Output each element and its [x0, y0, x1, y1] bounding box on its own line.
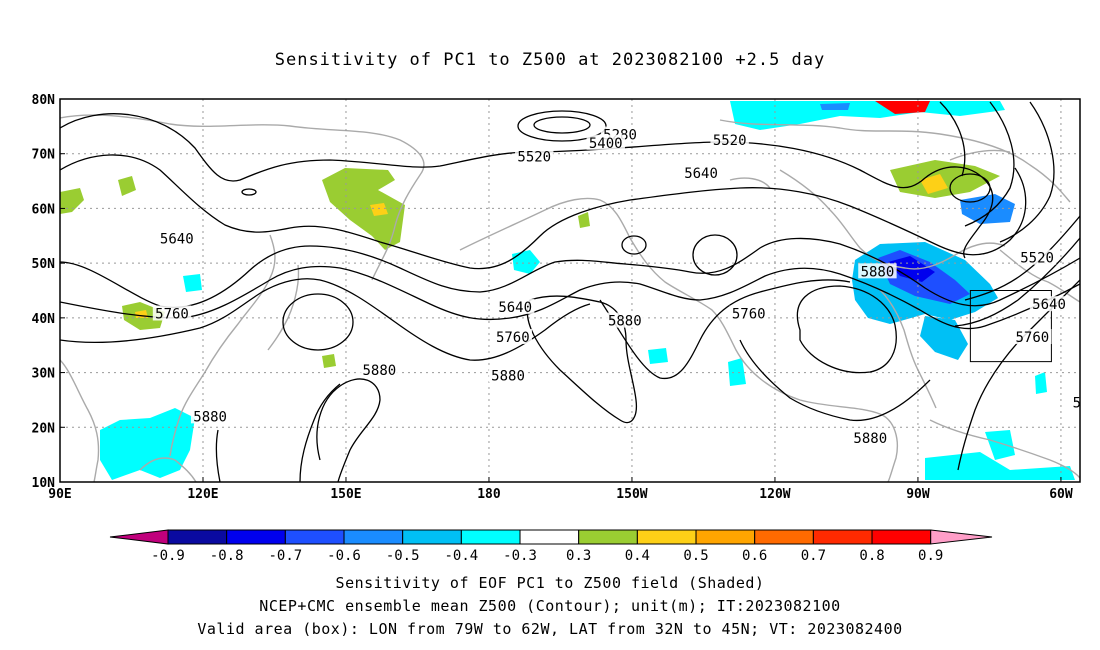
colorbar-segment — [578, 529, 638, 545]
colorbar-label: -0.5 — [386, 548, 420, 564]
colorbar-segment — [284, 529, 345, 545]
lon-label: 120W — [759, 487, 790, 502]
contour-label: 5880 — [1073, 396, 1100, 412]
map-frame — [59, 98, 1081, 483]
contour-label-bg — [190, 408, 230, 424]
contour-label: 5880 — [853, 431, 887, 447]
contour-label: 5640 — [1032, 297, 1066, 313]
caption-line-2: NCEP+CMC ensemble mean Z500 (Contour); u… — [259, 597, 841, 615]
caption-line-3: Valid area (box): LON from 79W to 62W, L… — [197, 620, 903, 638]
colorbar-label: -0.3 — [503, 548, 537, 564]
colorbar-label: -0.9 — [151, 548, 185, 564]
contour-label: 5520 — [1020, 251, 1054, 267]
map-area: 5280540055205520564056405640576057605760… — [60, 99, 1100, 482]
lat-label: 50N — [32, 257, 56, 272]
contour-label-bg — [493, 329, 533, 345]
colorbar-segment — [343, 529, 404, 545]
lon-label: 90E — [48, 487, 71, 502]
lat-label: 60N — [32, 202, 56, 217]
lat-label: 20N — [32, 421, 56, 436]
colorbar-segment — [812, 529, 873, 545]
contour-label: 5760 — [1015, 330, 1049, 346]
contour-label: 5880 — [193, 409, 227, 425]
colorbar-segment — [754, 529, 814, 545]
contour-label-bg — [858, 263, 897, 279]
colorbar-label: 0.3 — [566, 548, 591, 564]
colorbar-segment — [871, 529, 932, 545]
lat-label: 70N — [32, 148, 56, 163]
lat-label: 80N — [32, 93, 56, 108]
contour-label-bg — [851, 430, 890, 446]
colorbar-label: 0.7 — [801, 548, 826, 564]
contour-labels: 5280540055205520564056405640576057605760… — [152, 126, 1100, 447]
lon-label: 150E — [330, 487, 361, 502]
colorbar: -0.9 -0.8 -0.7 -0.6 -0.5 -0.4 -0.3 0.3 0.4 0.5 0.6… — [109, 529, 993, 564]
contour-label: 5880 — [362, 363, 396, 379]
contour-label: 5760 — [155, 306, 189, 322]
contour-label: 5520 — [713, 133, 747, 149]
contour-label-bg — [488, 367, 528, 383]
contour-label: 5880 — [491, 368, 525, 384]
contour-label-bg — [1017, 249, 1057, 265]
colorbar-label: 0.4 — [625, 548, 650, 564]
contour-label-bg — [586, 134, 625, 150]
lon-label: 90W — [906, 487, 930, 502]
caption-line-1: Sensitivity of EOF PC1 to Z500 field (Sh… — [335, 574, 765, 592]
contour-label: 5640 — [160, 232, 194, 248]
lat-label: 10N — [32, 476, 56, 491]
lon-label: 120E — [187, 487, 218, 502]
colorbar-label: -0.8 — [210, 548, 244, 564]
colorbar-segment — [636, 529, 697, 545]
contour-label-bg — [1013, 329, 1052, 345]
colorbar-label: -0.6 — [327, 548, 361, 564]
contour-label: 5520 — [517, 149, 551, 165]
contour-label: 5760 — [732, 306, 766, 322]
contour-label: 5640 — [684, 166, 718, 182]
colorbar-left-arrow — [109, 529, 169, 545]
contour-label-bg — [605, 312, 645, 328]
map-title: Sensitivity of PC1 to Z500 at 2023082100… — [274, 50, 826, 70]
colorbar-label: 0.6 — [742, 548, 767, 564]
colorbar-label: -0.7 — [268, 548, 302, 564]
contour-label-bg — [710, 132, 749, 148]
contour-label-bg — [515, 148, 554, 164]
contour-label-bg — [1070, 394, 1080, 410]
colorbar-segment — [167, 529, 228, 545]
contour-label: 5880 — [861, 264, 895, 280]
contour-label-bg — [681, 164, 721, 180]
colorbar-segment — [460, 529, 521, 545]
colorbar-segment — [226, 529, 286, 545]
colorbar-segment — [402, 529, 462, 545]
contour-label: 5640 — [498, 300, 532, 316]
colorbar-label: 0.8 — [859, 548, 884, 564]
lon-label: 180 — [477, 487, 501, 502]
contour-label-bg — [157, 230, 196, 246]
lat-label: 40N — [32, 312, 56, 327]
contour-label-bg — [729, 305, 768, 321]
colorbar-segment — [519, 529, 580, 545]
contour-label-bg — [152, 305, 192, 321]
colorbar-label: -0.4 — [444, 548, 478, 564]
lon-label: 150W — [616, 487, 647, 502]
contour-label: 5760 — [496, 330, 530, 346]
valid-area-box — [969, 290, 1052, 363]
colorbar-right-arrow — [930, 529, 993, 545]
contour-label: 5880 — [608, 314, 642, 330]
contour-label-bg — [360, 361, 399, 377]
colorbar-label: 0.9 — [918, 548, 943, 564]
contour-label: 5400 — [589, 136, 623, 152]
contour-label-bg — [495, 298, 535, 314]
coastlines — [60, 114, 1080, 482]
lat-label: 30N — [32, 367, 56, 382]
colorbar-segment — [695, 529, 756, 545]
lon-label: 60W — [1049, 487, 1073, 502]
gridlines — [60, 99, 1080, 482]
colorbar-label: 0.5 — [683, 548, 708, 564]
contour-label-bg — [1029, 296, 1069, 312]
